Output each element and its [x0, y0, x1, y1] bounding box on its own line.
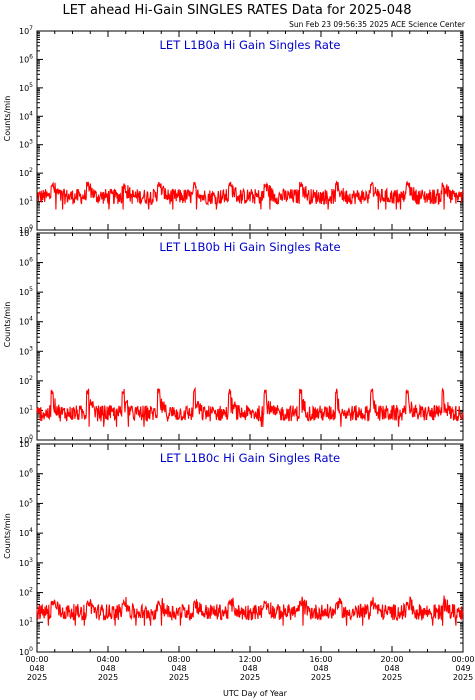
y-tick-label: 102: [19, 375, 33, 386]
y-tick-label: 106: [19, 468, 33, 479]
x-tick-time: 00:00: [25, 655, 48, 664]
y-tick-label: 105: [19, 286, 33, 297]
y-axis-label: Counts/min: [3, 96, 12, 142]
y-axis-label: Counts/min: [3, 302, 12, 348]
x-tick-year: 2025: [169, 673, 189, 682]
series-line: [36, 180, 464, 210]
y-tick-label: 104: [19, 316, 33, 327]
panel-frame: [36, 443, 464, 653]
x-tick-time: 20:00: [380, 655, 403, 664]
panel-title: LET L1B0b Hi Gain Singles Rate: [159, 240, 340, 254]
y-tick-label: 100: [19, 646, 33, 657]
x-tick-year: 2025: [240, 673, 260, 682]
y-tick-label: 105: [19, 82, 33, 93]
y-tick-label: 102: [19, 167, 33, 178]
y-tick-label: 100: [19, 434, 33, 445]
x-tick-year: 2025: [382, 673, 402, 682]
panel-2: 100 101 102 103 104 105 106 107 Counts/min LET L1…: [3, 227, 464, 445]
x-tick-doy: 048: [313, 664, 328, 673]
y-tick-label: 100: [19, 224, 33, 235]
y-tick-label: 101: [19, 196, 33, 207]
x-tick-doy: 048: [171, 664, 186, 673]
y-tick-label: 103: [19, 345, 33, 356]
y-tick-label: 105: [19, 497, 33, 508]
y-tick-label: 107: [19, 25, 33, 36]
panel-title: LET L1B0c Hi Gain Singles Rate: [160, 451, 340, 465]
x-tick-year: 2025: [27, 673, 47, 682]
x-tick-doy: 049: [455, 664, 470, 673]
y-tick-label: 103: [19, 557, 33, 568]
x-tick-doy: 048: [29, 664, 44, 673]
y-tick-label: 104: [19, 527, 33, 538]
series-line: [36, 386, 464, 427]
x-tick-time: 16:00: [309, 655, 332, 664]
y-tick-label: 106: [19, 257, 33, 268]
x-tick-year: 2025: [453, 673, 473, 682]
x-tick-time: 12:00: [238, 655, 261, 664]
y-tick-label: 107: [19, 438, 33, 449]
x-axis-label: UTC Day of Year: [223, 689, 288, 698]
y-tick-label: 102: [19, 587, 33, 598]
x-tick-doy: 048: [384, 664, 399, 673]
page-title: LET ahead Hi-Gain SINGLES RATES Data for…: [62, 3, 411, 18]
y-tick-label: 103: [19, 139, 33, 150]
x-tick-time: 00:00: [451, 655, 474, 664]
y-tick-label: 101: [19, 616, 33, 627]
panel-1: 100 101 102 103 104 105 106 107 Counts/min LET L1…: [3, 25, 464, 235]
x-tick-time: 04:00: [96, 655, 119, 664]
y-tick-label: 104: [19, 110, 33, 121]
x-tick-doy: 048: [242, 664, 257, 673]
x-tick-year: 2025: [311, 673, 331, 682]
panel-title: LET L1B0a Hi Gain Singles Rate: [160, 38, 341, 52]
x-tick-time: 08:00: [167, 655, 190, 664]
y-tick-label: 101: [19, 404, 33, 415]
x-tick-year: 2025: [98, 673, 118, 682]
y-tick-label: 106: [19, 53, 33, 64]
y-tick-label: 107: [19, 227, 33, 238]
timestamp: Sun Feb 23 09:56:35 2025 ACE Science Cen…: [289, 20, 466, 29]
x-tick-doy: 048: [100, 664, 115, 673]
panel-3: 100 101 102 103 104 105 106 107 Counts/min LET L1…: [3, 438, 464, 657]
series-line: [36, 595, 464, 626]
y-axis-label: Counts/min: [3, 513, 12, 559]
